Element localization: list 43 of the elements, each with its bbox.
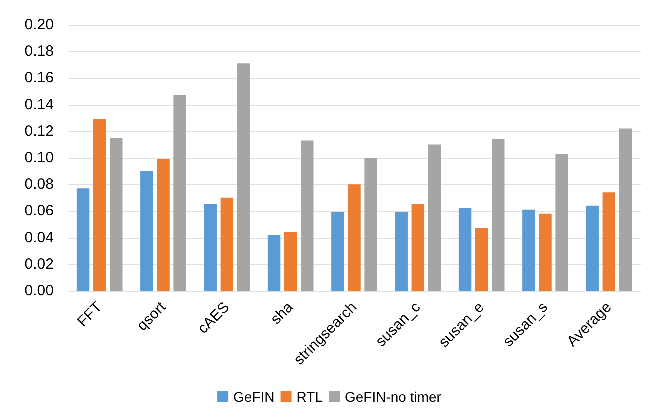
bar	[412, 204, 425, 291]
bar	[602, 192, 616, 291]
bar	[492, 139, 505, 291]
legend-label: GeFIN	[234, 389, 275, 405]
bar	[76, 188, 90, 291]
bar	[348, 184, 361, 291]
bar	[237, 64, 250, 291]
y-tick-label: 0.18	[24, 43, 54, 60]
y-tick-label: 0.00	[24, 282, 54, 300]
bar	[110, 138, 123, 291]
bar	[539, 214, 552, 291]
y-tick-label: 0.06	[24, 202, 54, 220]
bar	[268, 235, 281, 291]
x-tick-label: FFT	[74, 298, 106, 330]
y-tick-label: 0.14	[24, 96, 54, 114]
bar	[174, 95, 186, 291]
bar	[220, 198, 234, 291]
y-tick-label: 0.04	[24, 229, 54, 246]
bar	[301, 140, 314, 291]
bar	[522, 210, 536, 291]
bar	[364, 158, 378, 291]
y-tick-label: 0.10	[24, 150, 54, 166]
legend-label: GeFIN-no timer	[344, 389, 442, 405]
y-tick-label: 0.16	[24, 70, 54, 87]
bar	[284, 232, 298, 291]
bar	[556, 154, 568, 291]
bar	[332, 212, 344, 291]
y-tick-label: 0.12	[24, 122, 54, 140]
bar	[586, 206, 599, 291]
y-tick-label: 0.08	[24, 176, 54, 194]
bar	[140, 171, 154, 291]
y-tick-label: 0.02	[24, 256, 54, 273]
bar	[157, 159, 170, 291]
x-tick-label: sha	[268, 298, 298, 328]
bar	[93, 119, 106, 291]
bar	[619, 128, 632, 291]
bar	[204, 204, 217, 291]
bar	[428, 144, 442, 291]
bar	[395, 212, 408, 291]
y-tick-label: 0.20	[24, 16, 54, 34]
legend-label: RTL	[296, 389, 324, 405]
bar	[475, 228, 488, 291]
bar	[458, 208, 472, 291]
